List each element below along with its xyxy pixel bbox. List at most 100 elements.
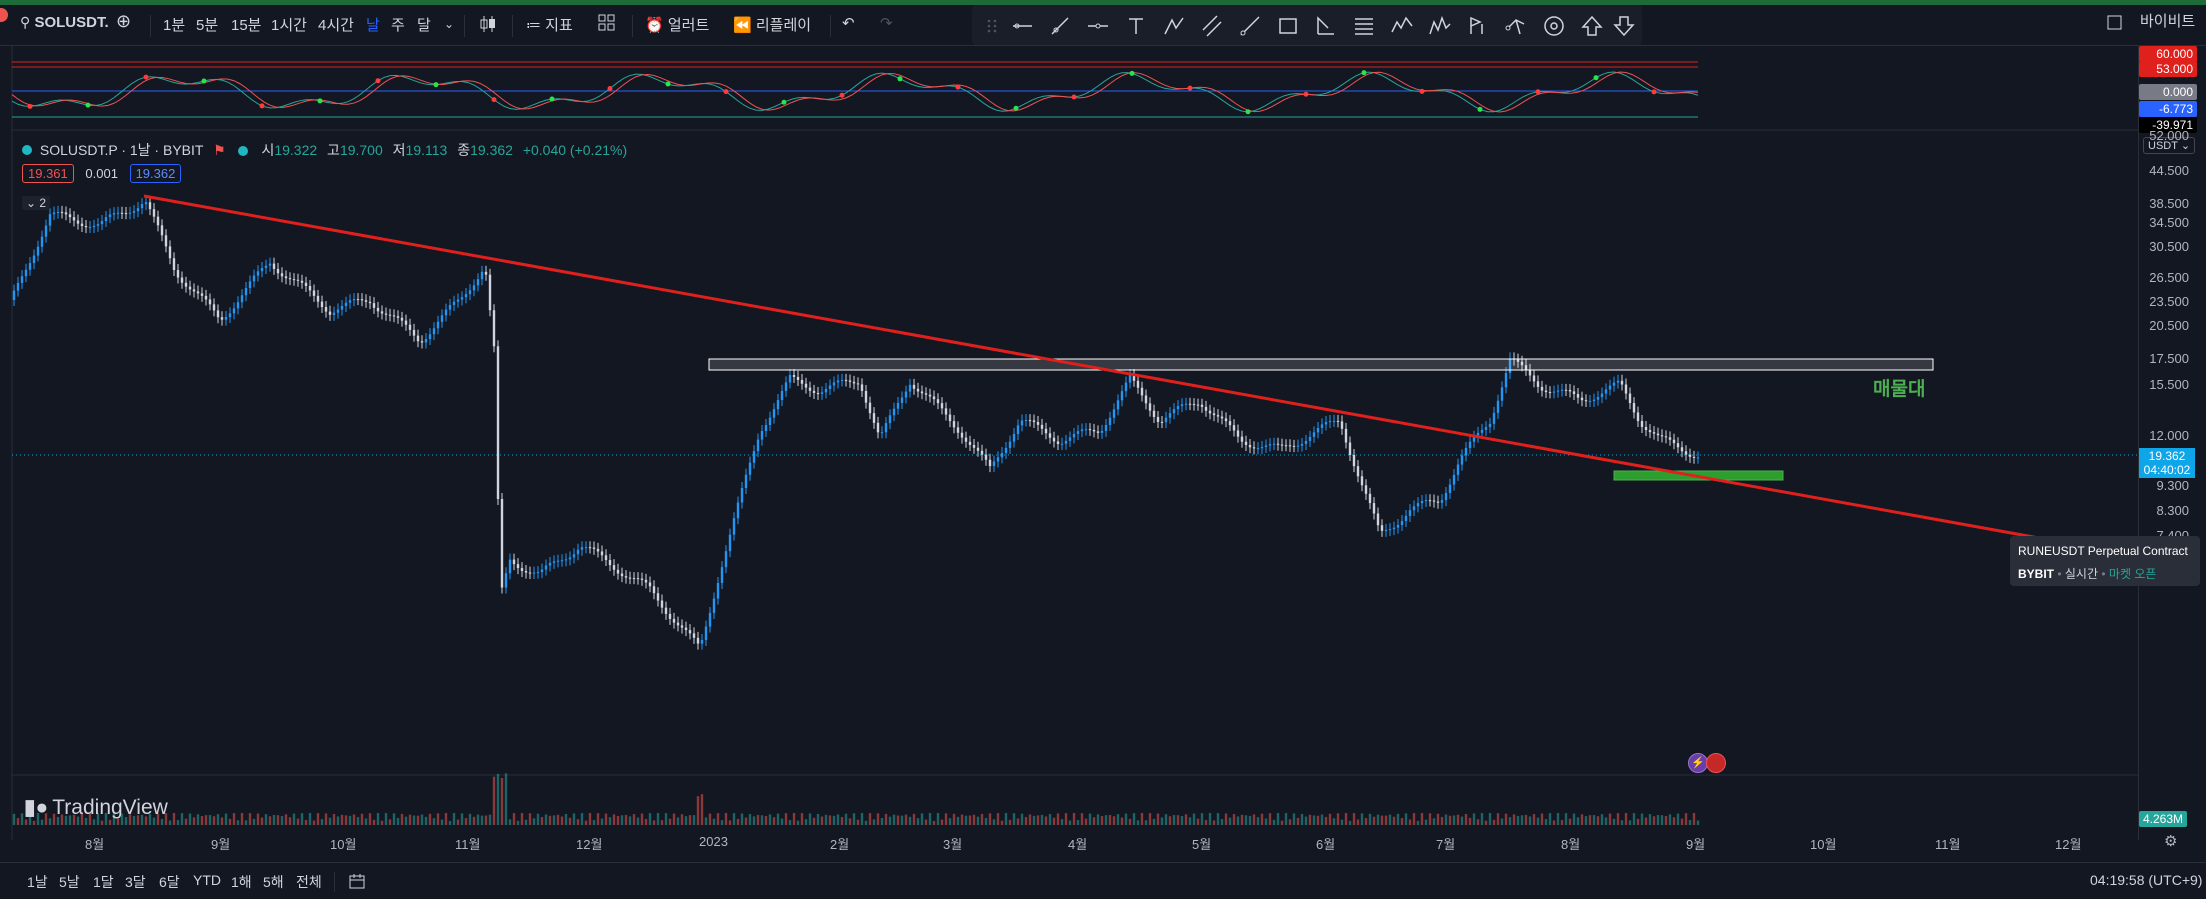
symbol-search[interactable]: ⚲ SOLUSDT.	[20, 14, 109, 31]
osc-cross-dot	[143, 74, 149, 80]
range-all[interactable]: 전체	[296, 874, 322, 890]
replay-button[interactable]: ⏪ 리플레이	[733, 14, 811, 35]
candle-body	[964, 437, 968, 442]
volume-bar	[1552, 820, 1556, 825]
timeframe-1h[interactable]: 1시간	[271, 17, 307, 34]
timeframe-1m[interactable]: 1분	[163, 17, 186, 34]
tooltip-title: RUNEUSDT Perpetual Contract	[2018, 544, 2188, 558]
path-tool-icon[interactable]	[1162, 14, 1186, 38]
candle-body	[1044, 428, 1048, 434]
angle-tool-icon[interactable]	[1314, 14, 1338, 38]
volume-bar	[1428, 813, 1432, 825]
price-axis[interactable]: 60.000 53.000 0.000 -6.773 -39.971 USDT …	[2138, 46, 2206, 840]
candle-body	[212, 304, 216, 311]
volume-bar	[384, 813, 388, 825]
volume-bar	[524, 819, 528, 825]
fib-retracement-icon[interactable]	[1352, 14, 1376, 38]
volume-bar	[968, 815, 972, 825]
volume-bar	[52, 813, 56, 825]
volume-bar	[1332, 818, 1336, 825]
settings-gear-icon[interactable]: ⚙	[2164, 833, 2178, 850]
candle-body	[1108, 417, 1112, 425]
candle-body	[128, 212, 132, 214]
volume-bar	[1148, 813, 1152, 825]
tradingview-watermark[interactable]: ▮● TradingView	[24, 795, 168, 820]
candle-body	[716, 582, 720, 599]
timeframe-15m[interactable]: 15분	[231, 17, 262, 34]
ask-price-button[interactable]: 19.362	[129, 164, 182, 183]
elliott-wave-icon[interactable]	[1390, 14, 1414, 38]
volume-bar	[420, 814, 424, 825]
timeframe-5m[interactable]: 5분	[196, 17, 219, 34]
templates-icon[interactable]	[598, 14, 616, 36]
timeframe-week[interactable]: 주	[391, 17, 405, 34]
candle-body	[348, 300, 352, 303]
checkbox-icon[interactable]	[2107, 14, 2123, 34]
node-path-icon[interactable]	[1504, 14, 1528, 38]
candle-body	[1080, 429, 1084, 432]
rectangle-tool-icon[interactable]	[1276, 14, 1300, 38]
currency-label: USDT	[2148, 140, 2178, 152]
lightning-event-icon[interactable]: ⚡	[1688, 753, 1708, 773]
arrow-down-icon[interactable]	[1612, 14, 1636, 38]
candle-body	[1036, 422, 1040, 425]
close-label: 종	[457, 142, 471, 158]
eye-icon[interactable]	[237, 146, 248, 157]
supply-zone-label: 매물대	[1873, 379, 1926, 400]
undo-icon[interactable]: ↶	[842, 15, 855, 32]
search-icon: ⚲	[20, 14, 31, 30]
flag-icon[interactable]: ⚑	[213, 142, 226, 158]
range-3m[interactable]: 3달	[125, 874, 146, 890]
range-5d[interactable]: 5날	[59, 874, 80, 890]
chart-canvas[interactable]	[0, 46, 2138, 840]
candle-body	[1280, 444, 1284, 446]
timeframe-month[interactable]: 달	[417, 17, 431, 34]
currency-selector[interactable]: USDT ⌄	[2143, 137, 2196, 154]
notification-dot[interactable]	[0, 8, 8, 22]
candle-body	[564, 559, 568, 561]
goto-date-icon[interactable]	[348, 872, 366, 893]
chevron-down-icon: ⌄	[26, 196, 37, 210]
parallel-channel-icon[interactable]	[1200, 14, 1224, 38]
range-5y[interactable]: 5해	[263, 874, 284, 890]
timeframe-day[interactable]: 날	[366, 17, 380, 34]
time-axis[interactable]: 8월 9월 10월 11월 12월 2023 2월 3월 4월 5월 6월 7월 8월 9월 10월 11월 1…	[12, 830, 2138, 852]
volume-bar	[692, 815, 696, 825]
collapse-indicators-button[interactable]: ⌄ 2	[22, 196, 51, 210]
range-1m[interactable]: 1달	[93, 874, 114, 890]
indicators-button[interactable]: ≔ 지표	[526, 14, 573, 35]
redo-icon[interactable]: ↷	[880, 15, 893, 32]
broker-label[interactable]: 바이비트	[2140, 13, 2196, 30]
bid-price-button[interactable]: 19.361	[22, 164, 74, 183]
us-flag-event-icon[interactable]	[1706, 753, 1726, 773]
clock-timezone[interactable]: 04:19:58 (UTC+9)	[2090, 872, 2203, 888]
candle-body	[296, 279, 300, 281]
horizontal-line-icon[interactable]	[1086, 14, 1110, 38]
volume-bar	[184, 818, 188, 825]
trend-line-icon[interactable]	[1048, 14, 1072, 38]
horizontal-ray-icon[interactable]	[1010, 14, 1034, 38]
candle-body	[280, 273, 284, 277]
timeframe-4h[interactable]: 4시간	[318, 17, 354, 34]
range-ytd[interactable]: YTD	[193, 872, 221, 888]
arrow-up-icon[interactable]	[1580, 14, 1604, 38]
circle-target-icon[interactable]	[1542, 14, 1566, 38]
volume-bar	[1172, 815, 1176, 825]
volume-bar	[1572, 813, 1576, 825]
range-1y[interactable]: 1해	[231, 874, 252, 890]
text-tool-icon[interactable]	[1124, 14, 1148, 38]
candle-body	[844, 379, 848, 381]
long-position-icon[interactable]	[1466, 14, 1490, 38]
candle-body	[1320, 424, 1324, 428]
ray-line-icon[interactable]	[1238, 14, 1262, 38]
range-6m[interactable]: 6달	[159, 874, 180, 890]
range-1d[interactable]: 1날	[27, 874, 48, 890]
chevron-down-icon[interactable]: ⌄	[444, 17, 455, 31]
drag-handle-icon[interactable]	[980, 14, 1004, 38]
compare-add-icon[interactable]: ⊕	[116, 11, 132, 31]
candle-type-icon[interactable]	[478, 14, 498, 38]
candle-body	[1168, 413, 1172, 418]
alerts-button[interactable]: ⏰ 얼러트	[645, 14, 709, 35]
pattern-tool-icon[interactable]	[1428, 14, 1452, 38]
candle-body	[480, 271, 484, 280]
